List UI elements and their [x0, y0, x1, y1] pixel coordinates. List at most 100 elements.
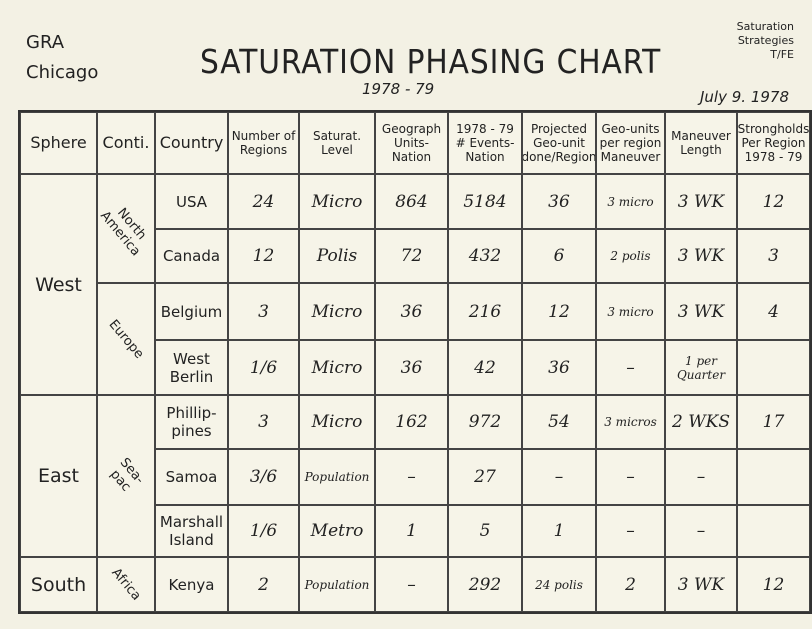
- continent-text: North America: [97, 204, 150, 259]
- org: GRA Chicago: [26, 28, 98, 88]
- data-cell: 24 polis: [522, 557, 596, 612]
- data-cell: 27: [448, 449, 522, 505]
- data-cell: 12: [522, 283, 596, 340]
- corner-line: T/FE: [770, 48, 794, 61]
- data-cell: –: [665, 505, 737, 557]
- years: 1978 - 79: [362, 80, 435, 98]
- data-cell: 36: [522, 174, 596, 229]
- data-cell: 3 WK: [665, 283, 737, 340]
- data-cell: –: [596, 505, 665, 557]
- data-cell: –: [665, 449, 737, 505]
- data-cell: 54: [522, 395, 596, 449]
- data-cell: [737, 340, 810, 395]
- column-header: Maneuver Length: [665, 112, 737, 174]
- data-cell: 162: [375, 395, 448, 449]
- org-line: Chicago: [26, 62, 99, 83]
- data-cell: 1: [375, 505, 448, 557]
- country: West Berlin: [155, 340, 228, 395]
- data-cell: 3 WK: [665, 557, 737, 612]
- country: Canada: [155, 229, 228, 283]
- data-cell: –: [596, 449, 665, 505]
- data-cell: 972: [448, 395, 522, 449]
- data-cell: 5: [448, 505, 522, 557]
- data-cell: 17: [737, 395, 810, 449]
- data-cell: Micro: [299, 283, 375, 340]
- data-cell: 1/6: [228, 340, 299, 395]
- sphere: West: [20, 174, 97, 395]
- data-cell: Micro: [299, 395, 375, 449]
- continent-text: Africa: [108, 565, 144, 604]
- data-cell: Polis: [299, 229, 375, 283]
- data-cell: Population: [299, 557, 375, 612]
- data-cell: 4: [737, 283, 810, 340]
- continent-text: Sea-pac: [106, 455, 147, 495]
- data-cell: 12: [737, 174, 810, 229]
- data-cell: 24: [228, 174, 299, 229]
- data-cell: [737, 449, 810, 505]
- data-cell: 36: [375, 283, 448, 340]
- data-cell: 72: [375, 229, 448, 283]
- data-cell: 36: [522, 340, 596, 395]
- data-cell: Population: [299, 449, 375, 505]
- data-cell: 216: [448, 283, 522, 340]
- date: July 9. 1978: [700, 88, 789, 106]
- data-cell: 3: [228, 395, 299, 449]
- data-cell: 3: [737, 229, 810, 283]
- country: Marshall Island: [155, 505, 228, 557]
- country: Samoa: [155, 449, 228, 505]
- column-header: Geograph Units-Nation: [375, 112, 448, 174]
- org-line: GRA: [26, 32, 65, 53]
- data-cell: –: [596, 340, 665, 395]
- data-cell: [737, 505, 810, 557]
- data-cell: Micro: [299, 174, 375, 229]
- data-cell: 864: [375, 174, 448, 229]
- continent: North America: [97, 174, 155, 283]
- data-cell: 12: [228, 229, 299, 283]
- data-cell: 2: [596, 557, 665, 612]
- data-cell: Metro: [299, 505, 375, 557]
- column-header: 1978 - 79 # Events-Nation: [448, 112, 522, 174]
- data-cell: 3: [228, 283, 299, 340]
- sphere: East: [20, 395, 97, 557]
- corner-line: Saturation: [736, 20, 794, 33]
- table: Sphere Conti. Country Number of Regions Satu…: [18, 110, 812, 614]
- column-header: Sphere: [20, 112, 97, 174]
- data-cell: 1: [522, 505, 596, 557]
- data-cell: –: [522, 449, 596, 505]
- corner-note: Saturation Strategies T/FE: [702, 20, 794, 62]
- sphere: South: [20, 557, 97, 612]
- data-cell: –: [375, 557, 448, 612]
- column-header: Conti.: [97, 112, 155, 174]
- data-cell: 3 micros: [596, 395, 665, 449]
- data-cell: 2: [228, 557, 299, 612]
- corner-line: Strategies: [737, 34, 794, 47]
- data-cell: 3 WK: [665, 174, 737, 229]
- data-cell: 1 per Quarter: [665, 340, 737, 395]
- data-cell: 432: [448, 229, 522, 283]
- data-cell: 292: [448, 557, 522, 612]
- continent: Europe: [97, 283, 155, 395]
- data-cell: 12: [737, 557, 810, 612]
- column-header: Saturat. Level: [299, 112, 375, 174]
- continent-text: Europe: [105, 316, 147, 362]
- data-cell: 1/6: [228, 505, 299, 557]
- column-header: Number of Regions: [228, 112, 299, 174]
- data-cell: Micro: [299, 340, 375, 395]
- data-cell: –: [375, 449, 448, 505]
- country: Belgium: [155, 283, 228, 340]
- data-cell: 3 micro: [596, 283, 665, 340]
- data-cell: 5184: [448, 174, 522, 229]
- column-header: Strongholds Per Region 1978 - 79: [737, 112, 810, 174]
- data-cell: 6: [522, 229, 596, 283]
- data-cell: 2 polis: [596, 229, 665, 283]
- data-cell: 3 WK: [665, 229, 737, 283]
- data-cell: 36: [375, 340, 448, 395]
- data-cell: 3/6: [228, 449, 299, 505]
- data-cell: 3 micro: [596, 174, 665, 229]
- continent: Sea-pac: [97, 395, 155, 557]
- country: USA: [155, 174, 228, 229]
- column-header: Country: [155, 112, 228, 174]
- data-cell: 42: [448, 340, 522, 395]
- column-header: Geo-units per region Maneuver: [596, 112, 665, 174]
